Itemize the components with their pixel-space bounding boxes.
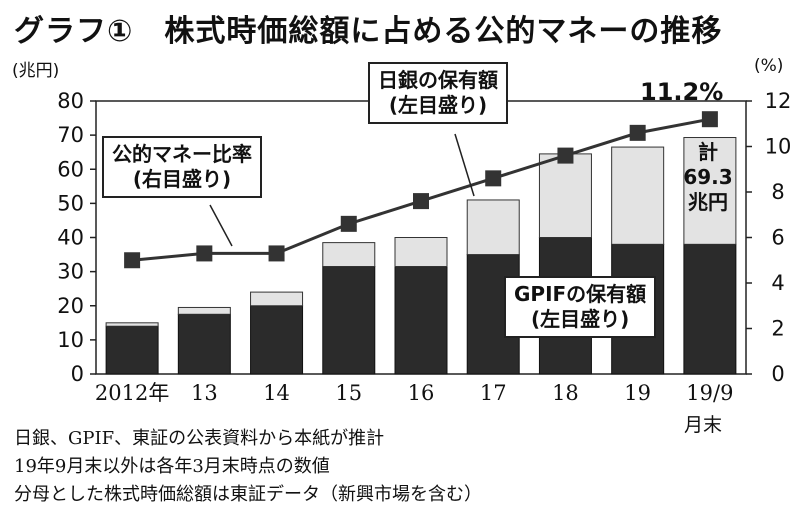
chart-title: グラフ① 株式時価総額に占める公的マネーの推移 bbox=[14, 14, 723, 49]
left-tick-label: 60 bbox=[57, 157, 84, 181]
bar-boj bbox=[466, 199, 520, 256]
month-end-label: 月末 bbox=[684, 414, 723, 436]
boj-callout: 日銀の保有額 (左目盛り) bbox=[368, 62, 508, 124]
bar-boj bbox=[322, 242, 376, 268]
ratio-point bbox=[701, 111, 718, 128]
boj-callout-pointer bbox=[454, 133, 475, 197]
left-axis-unit: (兆円) bbox=[12, 61, 60, 81]
gpif-callout-line1: GPIFの保有額 bbox=[514, 282, 647, 306]
bar-gpif bbox=[683, 243, 737, 375]
note-line-3: 分母とした株式時価総額は東証データ（新興市場を含む） bbox=[14, 484, 482, 505]
bar-gpif bbox=[105, 325, 159, 375]
right-tick-label: 8 bbox=[771, 180, 784, 204]
total-label: 計 69.3 兆円 bbox=[678, 140, 738, 215]
left-tick-label: 0 bbox=[71, 362, 84, 386]
ratio-point bbox=[629, 124, 646, 141]
ratio-callout: 公的マネー比率 (右目盛り) bbox=[102, 136, 262, 198]
x-tick-label: 18 bbox=[552, 381, 579, 405]
ratio-point bbox=[124, 252, 141, 269]
bar-boj bbox=[177, 306, 231, 315]
right-tick-label: 6 bbox=[771, 226, 784, 250]
note-line-1: 日銀、GPIF、東証の公表資料から本紙が推計 bbox=[14, 428, 385, 449]
ratio-point bbox=[557, 147, 574, 164]
left-tick-label: 50 bbox=[57, 191, 84, 215]
x-tick-label: 19/9 bbox=[686, 381, 733, 405]
bar-boj bbox=[394, 237, 448, 268]
total-label-line3: 兆円 bbox=[688, 190, 728, 214]
bar-gpif bbox=[394, 266, 448, 375]
left-tick-label: 10 bbox=[57, 328, 84, 352]
left-tick-label: 30 bbox=[57, 260, 84, 284]
x-tick-label: 2012年 bbox=[95, 381, 169, 405]
bar-boj bbox=[611, 146, 665, 245]
note-line-2: 19年9月末以外は各年3月末時点の数値 bbox=[14, 456, 330, 477]
left-tick-label: 80 bbox=[57, 89, 84, 113]
ratio-callout-line2: (右目盛り) bbox=[132, 167, 232, 191]
ratio-point bbox=[268, 245, 285, 262]
left-tick-label: 20 bbox=[57, 294, 84, 318]
gpif-callout: GPIFの保有額 (左目盛り) bbox=[504, 276, 657, 338]
right-tick-label: 2 bbox=[771, 317, 784, 341]
left-tick-label: 40 bbox=[57, 226, 84, 250]
x-tick-label: 17 bbox=[480, 381, 507, 405]
right-tick-label: 0 bbox=[771, 362, 784, 386]
x-tick-label: 16 bbox=[408, 381, 435, 405]
bar-gpif bbox=[250, 305, 304, 375]
ratio-point bbox=[413, 193, 429, 210]
right-tick-label: 10 bbox=[765, 135, 792, 159]
right-tick-label: 12 bbox=[765, 89, 792, 113]
boj-callout-line2: (左目盛り) bbox=[388, 93, 488, 117]
ratio-point bbox=[196, 245, 213, 262]
x-tick-label: 19 bbox=[624, 381, 651, 405]
ratio-point bbox=[485, 170, 502, 187]
gpif-callout-line2: (左目盛り) bbox=[530, 307, 630, 331]
ratio-callout-pointer bbox=[209, 204, 233, 247]
boj-callout-line1: 日銀の保有額 bbox=[378, 68, 498, 92]
last-pct-label: 11.2% bbox=[640, 78, 724, 106]
ratio-callout-line1: 公的マネー比率 bbox=[112, 142, 252, 166]
x-tick-label: 14 bbox=[263, 381, 290, 405]
right-axis-unit: (%) bbox=[754, 56, 784, 76]
total-label-line1: 計 bbox=[698, 140, 718, 164]
x-tick-label: 13 bbox=[191, 381, 218, 405]
total-label-line2: 69.3 bbox=[683, 165, 733, 189]
bar-boj bbox=[683, 137, 737, 245]
bar-gpif bbox=[322, 266, 376, 375]
ratio-point bbox=[340, 215, 357, 232]
bar-boj bbox=[250, 291, 304, 307]
left-tick-label: 70 bbox=[57, 123, 84, 147]
bar-gpif bbox=[177, 313, 231, 375]
bar-boj bbox=[105, 322, 159, 327]
bar-boj bbox=[538, 153, 592, 238]
x-tick-label: 15 bbox=[335, 381, 362, 405]
right-tick-label: 4 bbox=[771, 271, 784, 295]
